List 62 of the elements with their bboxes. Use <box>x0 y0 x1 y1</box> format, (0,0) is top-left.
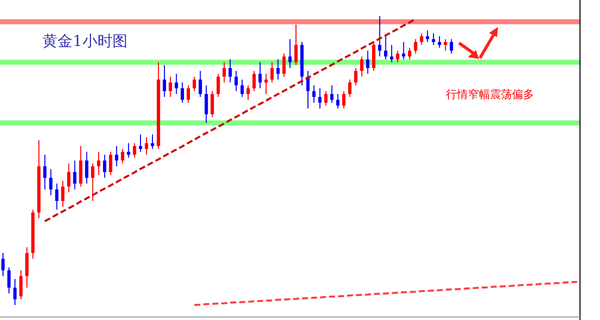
candlestick <box>144 136 148 156</box>
candlestick <box>67 162 70 193</box>
candlestick <box>108 151 112 176</box>
candlestick <box>384 36 388 60</box>
candlestick <box>25 246 29 288</box>
candlestick <box>73 160 76 190</box>
candlestick <box>246 84 250 100</box>
candlestick <box>222 62 226 83</box>
candlestick <box>204 84 208 124</box>
candlestick <box>19 270 23 300</box>
candlestick <box>324 90 328 106</box>
candlestick <box>61 180 64 208</box>
candlestick <box>252 70 256 92</box>
candlestick <box>354 68 358 86</box>
candlestick <box>240 79 244 98</box>
candlestick <box>97 151 100 176</box>
candlestick <box>216 73 220 98</box>
candlestick <box>198 70 202 98</box>
candlestick <box>438 36 442 48</box>
candlestick <box>432 32 436 46</box>
candlestick <box>150 134 154 150</box>
candlestick <box>49 168 52 196</box>
candlestick <box>264 73 268 95</box>
candlestick <box>366 50 370 74</box>
candlestick <box>378 16 382 57</box>
candlestick <box>270 62 274 83</box>
candlestick <box>234 70 238 92</box>
candlestick <box>174 73 178 95</box>
candlestick <box>186 84 190 104</box>
candlestick <box>13 278 17 306</box>
candlestick <box>390 44 394 63</box>
candlestick <box>312 84 316 104</box>
candlestick <box>43 154 46 190</box>
annotation: 行情窄幅震荡偏多 <box>446 88 534 101</box>
candlestick <box>444 38 448 52</box>
candlestick <box>210 90 214 118</box>
candlestick <box>348 79 352 98</box>
candlestick <box>91 162 94 202</box>
candlestick <box>1 252 5 277</box>
candlestick <box>102 154 106 178</box>
candlestick <box>85 151 88 184</box>
candlestick <box>192 76 196 92</box>
candlestick <box>420 32 424 46</box>
candlestick <box>426 30 430 43</box>
text: 黄金1小时图 <box>42 32 128 50</box>
candlestick <box>408 47 412 60</box>
candlestick <box>79 146 82 188</box>
candlestick <box>228 58 232 83</box>
candlestick <box>402 42 406 60</box>
candlestick <box>55 183 58 210</box>
candlestick <box>138 134 142 152</box>
candlestick <box>180 82 184 104</box>
candlestick <box>162 64 166 98</box>
candlestick <box>336 94 340 109</box>
candlestick <box>282 53 286 78</box>
candlestick <box>396 50 400 63</box>
candlestick <box>276 58 280 80</box>
candlestick <box>360 56 364 78</box>
candlestick <box>342 90 346 109</box>
candlestick <box>114 146 118 167</box>
candlestick <box>372 42 376 72</box>
candlestick <box>330 84 334 104</box>
